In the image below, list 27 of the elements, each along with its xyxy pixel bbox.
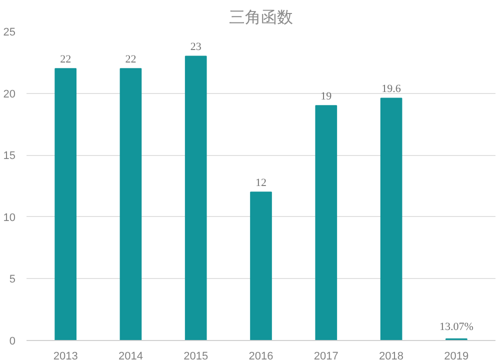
y-tick-label: 15 <box>3 150 16 162</box>
bar <box>120 68 142 340</box>
chart-title: 三角函数 <box>229 8 293 26</box>
data-label: 19.6 <box>382 83 402 96</box>
x-tick-label: 2018 <box>379 350 404 362</box>
y-tick-label: 20 <box>3 88 16 100</box>
x-tick-label: 2017 <box>314 350 338 362</box>
data-label: 22 <box>60 54 72 66</box>
x-tick-label: 2015 <box>184 350 208 362</box>
x-tick-label: 2019 <box>444 350 469 362</box>
y-tick-label: 5 <box>9 274 16 286</box>
bar <box>250 192 272 340</box>
data-label: 22 <box>125 54 136 66</box>
bar <box>315 105 338 340</box>
bar <box>54 68 77 340</box>
x-tick-label: 2014 <box>118 350 143 362</box>
data-label: 19 <box>320 90 332 103</box>
x-tick-label: 2016 <box>248 350 274 362</box>
y-tick-label: 10 <box>3 212 16 224</box>
data-label: 13.07% <box>439 320 474 333</box>
data-label: 23 <box>190 41 202 54</box>
data-label: 12 <box>256 177 266 190</box>
x-tick-label: 2013 <box>53 350 78 362</box>
bar <box>184 56 207 340</box>
bar <box>380 98 402 340</box>
y-tick-label: 0 <box>9 336 16 348</box>
y-tick-label: 25 <box>3 26 16 38</box>
